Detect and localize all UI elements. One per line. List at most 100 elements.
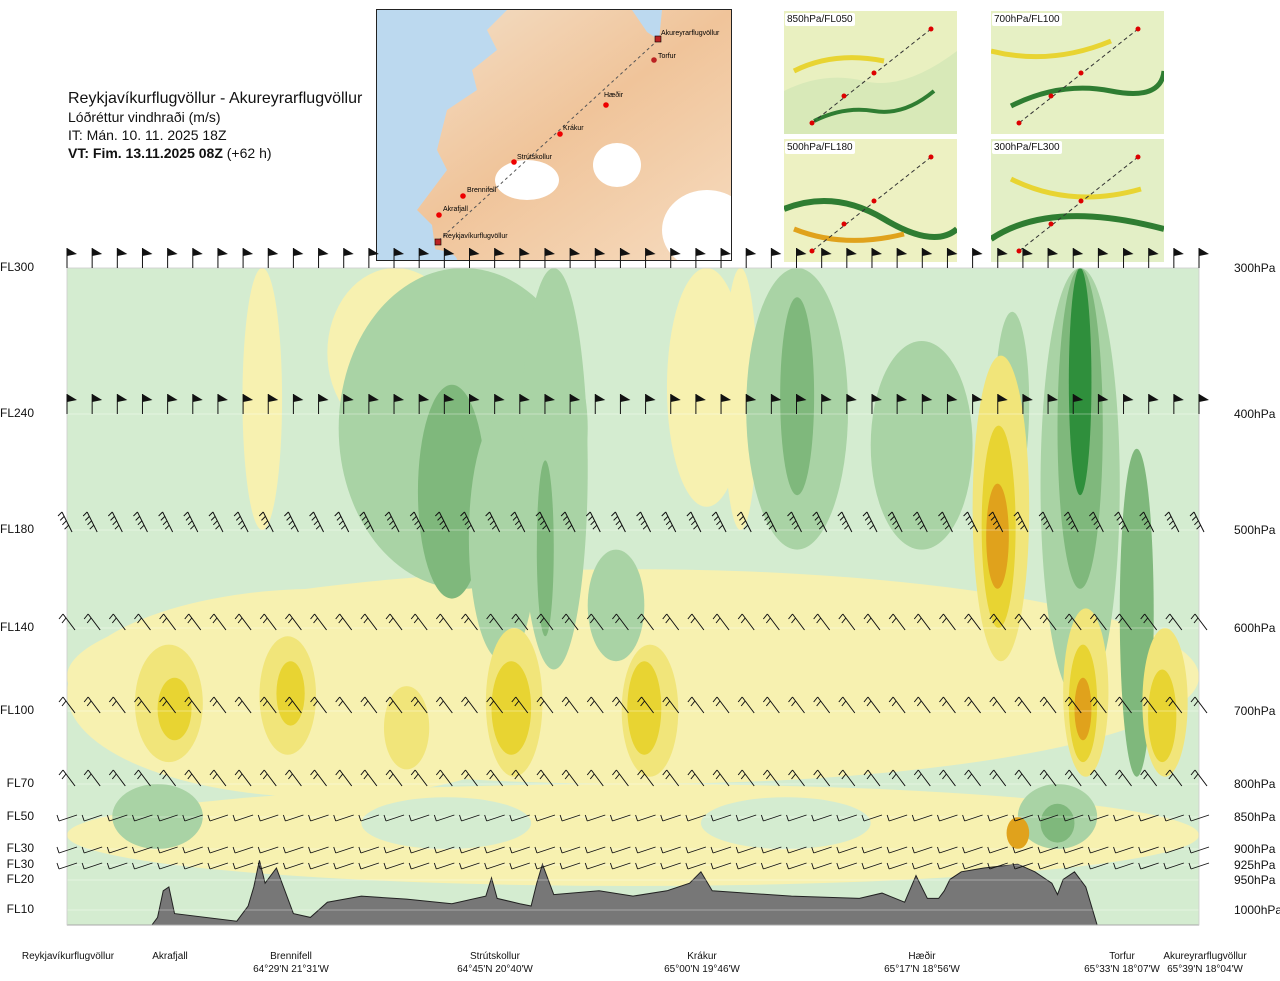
wind-barb: [821, 248, 832, 268]
wind-barb: [762, 511, 777, 533]
wind-barb: [987, 846, 1008, 854]
wind-barb: [282, 846, 304, 854]
wind-barb: [534, 814, 556, 822]
wind-barb: [360, 769, 378, 787]
wind-barb: [1163, 814, 1184, 822]
wind-barb: [536, 696, 554, 714]
wind-barb: [309, 511, 325, 533]
wind-barb: [292, 248, 304, 268]
pressure-level-label: 800hPa: [1234, 777, 1276, 791]
mini-map-500[interactable]: 500hPa/FL180: [784, 139, 957, 262]
wind-barb: [937, 846, 958, 854]
flight-level-label: FL180: [0, 522, 35, 536]
wind-barb: [468, 248, 480, 268]
wind-barb: [863, 696, 881, 714]
route-line: [436, 39, 659, 243]
wind-barb: [786, 814, 807, 822]
wind-barb: [217, 248, 228, 268]
wind-barb: [786, 846, 807, 854]
valid-time-offset: (+62 h): [226, 145, 272, 161]
wind-barb: [410, 613, 428, 631]
map-label-reykjavik: Reykjavíkurflugvöllur: [443, 233, 508, 240]
mini-map-700-label: 700hPa/FL100: [992, 13, 1062, 26]
wind-barb: [812, 511, 828, 533]
wind-barb: [612, 696, 629, 714]
wind-barb: [383, 862, 405, 870]
wind-barb: [534, 846, 556, 854]
wind-barb: [134, 769, 151, 787]
route-map[interactable]: Akureyrarflugvöllur Torfur Hæðir Krákur …: [376, 9, 732, 261]
pressure-level-label: 600hPa: [1234, 621, 1276, 635]
wind-barb: [167, 394, 178, 414]
wind-barb: [1198, 248, 1209, 268]
wind-barb: [83, 613, 101, 631]
wind-barb: [687, 769, 705, 787]
wind-barb: [385, 613, 403, 631]
velocity-cell: [587, 549, 645, 662]
wind-barb: [787, 511, 802, 533]
wind-barb: [1022, 394, 1033, 414]
wind-barb: [987, 862, 1008, 870]
wind-barb: [57, 511, 73, 533]
velocity-cell: [383, 686, 430, 770]
wind-barb: [159, 769, 177, 787]
wind-barb: [586, 613, 604, 631]
wind-barb: [1114, 511, 1129, 533]
wind-barb: [1190, 613, 1208, 631]
velocity-cell: [1074, 677, 1092, 741]
wind-barb: [343, 394, 354, 414]
wind-barb: [259, 769, 277, 787]
glacier-3: [662, 190, 731, 260]
wind-barb: [106, 814, 128, 822]
wind-barb: [863, 613, 881, 631]
station-name: Hæðir: [908, 951, 936, 962]
wind-barb: [318, 394, 329, 414]
wind-barb: [712, 696, 730, 714]
wind-barb: [58, 613, 76, 631]
wind-barb: [1173, 394, 1184, 414]
wind-barb: [418, 248, 430, 268]
wind-barb: [720, 248, 732, 268]
wind-barb: [1037, 846, 1059, 854]
wind-barb: [712, 613, 730, 631]
wind-barb: [887, 511, 903, 533]
station-coord: 65°00'N 19°46'W: [664, 964, 740, 975]
wind-barb: [1190, 696, 1208, 714]
wind-barb: [1189, 511, 1205, 533]
wind-barb: [209, 613, 227, 631]
velocity-cell: [67, 784, 1199, 886]
mini-map-300[interactable]: 300hPa/FL300: [991, 139, 1164, 262]
wind-barb: [1164, 511, 1180, 533]
station-coord: 64°45'N 20°40'W: [457, 964, 533, 975]
wind-barb: [1140, 613, 1158, 631]
velocity-cell: [468, 413, 537, 662]
wind-barb: [645, 394, 656, 414]
wind-barb: [544, 394, 555, 414]
wind-barb: [770, 248, 782, 268]
wind-barb: [788, 613, 805, 631]
sea-west: [377, 10, 507, 260]
velocity-cell: [361, 797, 532, 849]
wind-barb: [821, 394, 832, 414]
wind-barb: [619, 394, 631, 414]
station-label: Strútskollur 64°45'N 20°40'W: [440, 950, 550, 976]
wind-barb: [433, 846, 455, 854]
wind-barb: [192, 248, 203, 268]
wind-barb: [685, 846, 707, 854]
mini-map-500-svg: [784, 139, 957, 262]
wind-barb: [1165, 613, 1183, 631]
mini-map-700[interactable]: 700hPa/FL100: [991, 11, 1164, 134]
velocity-cell: [723, 268, 758, 530]
mini-map-850[interactable]: 850hPa/FL050: [784, 11, 957, 134]
wind-barb: [559, 846, 581, 854]
station-name: Brennifell: [270, 951, 312, 962]
wind-barb: [661, 511, 677, 533]
wind-barb: [234, 613, 252, 631]
pressure-level-label: 1000hPa: [1234, 903, 1280, 917]
wind-barb: [1089, 511, 1104, 533]
wind-barb: [662, 613, 680, 631]
wind-barb: [838, 696, 856, 714]
wind-barbs: [56, 248, 1210, 870]
wind-barb: [107, 511, 123, 533]
wind-barb: [1123, 394, 1134, 414]
